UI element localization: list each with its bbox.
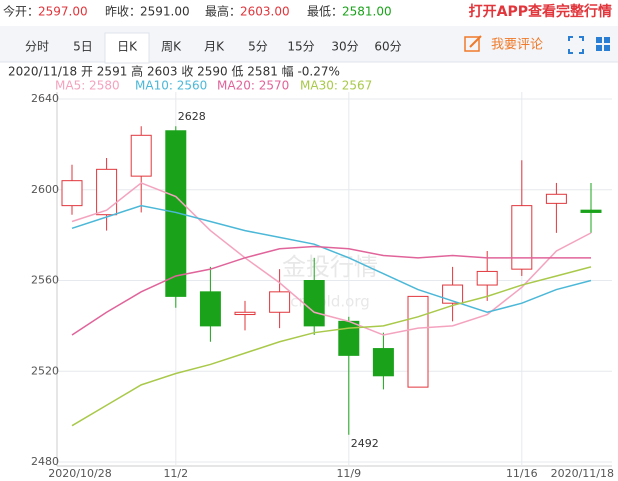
candle-body	[61, 180, 83, 207]
annotation: 2628	[178, 110, 206, 123]
candle-body	[96, 168, 118, 216]
fullscreen-icon[interactable]	[568, 36, 584, 54]
active-tab	[104, 32, 150, 64]
candle-body	[545, 193, 567, 204]
quote-label: 最低：	[307, 5, 343, 19]
x-tick-label: 2020/10/28	[48, 467, 111, 480]
x-tick-label: 2020/11/18	[551, 467, 614, 480]
quote-label: 最高：	[205, 4, 241, 19]
candle-body	[476, 270, 498, 286]
annotation: 2492	[351, 437, 379, 450]
tab[interactable]: 月K	[204, 40, 225, 54]
y-tick-label: 2480	[31, 455, 59, 468]
tab[interactable]: 分时	[25, 40, 49, 54]
tab[interactable]: 周K	[161, 40, 182, 54]
candle-body	[303, 280, 325, 327]
ma-line	[71, 204, 592, 314]
comment-button[interactable]: 我要评论	[491, 38, 543, 53]
info-line: 2020/11/18 开 2591 高 2603 收 2590 低 2581 幅…	[8, 64, 340, 79]
quote-value: 2597.00	[38, 5, 88, 19]
tab-bar	[0, 26, 618, 62]
legend-entry: MA5: 2580	[55, 79, 120, 93]
legend-entry: MA30: 2567	[300, 79, 372, 93]
grid-icon[interactable]	[596, 37, 610, 51]
y-tick-label: 2560	[31, 274, 59, 287]
tab[interactable]: 5分	[248, 40, 268, 54]
watermark: 金投行情	[282, 253, 378, 281]
y-tick-label: 2520	[31, 364, 59, 377]
app-link[interactable]: 打开APP查看完整行情	[469, 3, 612, 20]
candle-body	[407, 295, 429, 388]
candle-body	[199, 291, 221, 327]
ma-line	[71, 266, 592, 427]
candle-body	[269, 291, 291, 313]
candle-body	[372, 348, 394, 377]
tab[interactable]: 60分	[374, 40, 401, 54]
ma-line	[71, 182, 592, 336]
tab[interactable]: 15分	[287, 40, 314, 54]
legend-entry: MA20: 2570	[217, 79, 289, 93]
candle-body	[338, 320, 360, 356]
x-tick-label: 11/16	[506, 467, 538, 480]
legend-entry: MA10: 2560	[135, 79, 207, 93]
quote-label: 昨收：	[105, 5, 141, 19]
candle-body	[511, 205, 533, 270]
quote-value: 2581.00	[342, 5, 392, 19]
quote-value: 2591.00	[140, 5, 190, 19]
comment-icon[interactable]	[464, 35, 482, 52]
x-tick-label: 11/9	[336, 467, 361, 480]
y-tick-label: 2640	[31, 92, 59, 105]
candle-body	[165, 130, 187, 297]
tab[interactable]: 5日	[73, 40, 93, 54]
quote-label: 今开：	[3, 4, 39, 19]
y-tick-label: 2600	[31, 183, 59, 196]
tab[interactable]: 30分	[331, 40, 358, 54]
quote-value: 2603.00	[240, 5, 290, 19]
candle-body	[130, 134, 152, 177]
candle-body	[580, 209, 602, 213]
candle-body	[234, 311, 256, 316]
tab[interactable]: 日K	[117, 40, 138, 54]
ma-line	[71, 245, 591, 336]
x-tick-label: 11/2	[163, 467, 188, 480]
